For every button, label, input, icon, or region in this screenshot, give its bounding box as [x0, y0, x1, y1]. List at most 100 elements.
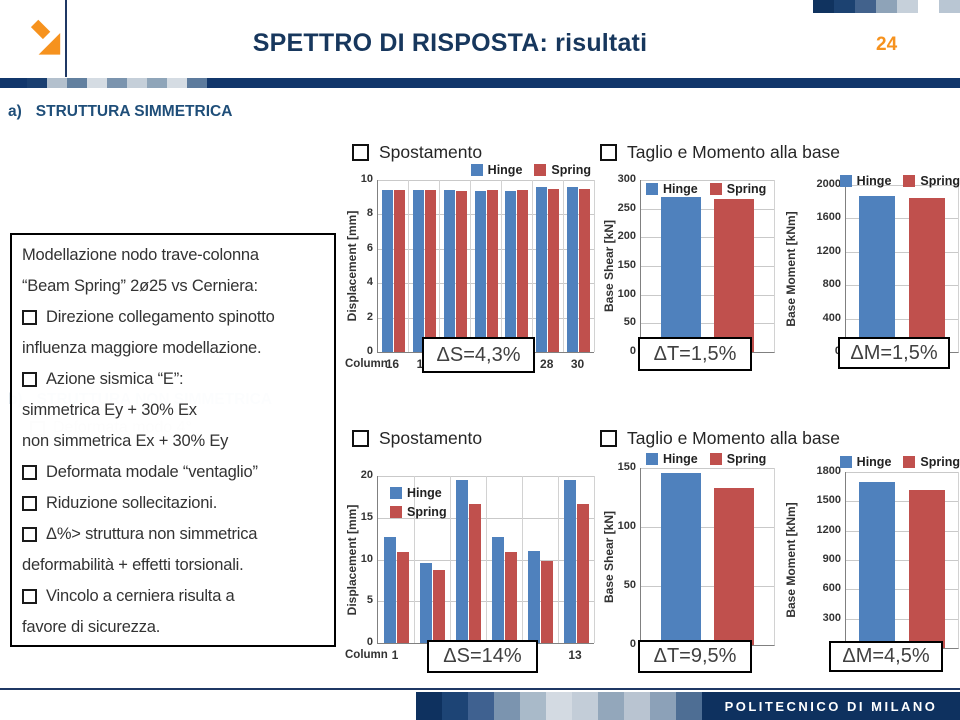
note-text: Δ%> struttura non simmetrica [46, 525, 258, 543]
gridline [641, 208, 774, 210]
mosaic-square [520, 692, 546, 720]
gridline [378, 180, 594, 181]
gridline [846, 472, 958, 473]
bar-spring [540, 561, 553, 643]
bar-hinge [443, 190, 455, 352]
page-title: SPETTRO DI RISPOSTA: risultati [252, 29, 648, 57]
bar-hinge [563, 480, 576, 643]
legend-swatch [709, 453, 722, 465]
mosaic-square [834, 0, 855, 13]
note-line: Deformata modale “ventaglio” [22, 457, 334, 488]
x-tick-label: 13 [568, 648, 582, 662]
legend-item-spring: Spring [709, 182, 767, 196]
title-taglio-momento-bottom: Taglio e Momento alla base [600, 428, 840, 449]
plot-area [845, 185, 959, 353]
mosaic-square [546, 692, 572, 720]
y-tick-label: 1200 [816, 244, 841, 257]
note-line: Direzione collegamento spinotto [22, 302, 334, 333]
gridline [846, 251, 958, 253]
legend-swatch [709, 183, 722, 195]
checkbox-bullet-icon [22, 589, 37, 604]
x-tick-label: 16 [385, 357, 400, 371]
mosaic-square [624, 692, 650, 720]
note-line: favore di sicurezza. [22, 612, 334, 643]
gridline [641, 180, 774, 181]
note-line: Riduzione sollecitazioni. [22, 488, 334, 519]
bar-hinge [383, 536, 396, 643]
checkbox-bullet-icon [22, 310, 37, 325]
mosaic-square [87, 78, 107, 88]
checkbox-bullet-icon [22, 527, 37, 542]
x-tick-label: 1 [391, 648, 399, 662]
mosaic-square [27, 78, 47, 88]
checkbox-bullet-icon [600, 430, 617, 447]
title-taglio-momento-top: Taglio e Momento alla base [600, 142, 840, 163]
note-line: Vincolo a cerniera risulta a [22, 581, 334, 612]
delta-label-dt-bottom: ΔT=9,5% [638, 640, 752, 673]
title-spostamento-bottom: Spostamento [352, 428, 482, 449]
bar-hinge [859, 481, 895, 648]
mosaic-square [67, 78, 87, 88]
y-tick-label: 150 [617, 259, 636, 271]
note-line: deformabilità + effetti torsionali. [22, 550, 334, 581]
legend: Hinge Spring [390, 486, 447, 519]
note-text: Azione sismica “E”: [46, 370, 184, 388]
footer-bar: POLITECNICO DI MILANO [0, 692, 960, 720]
y-tick-label: 200 [617, 230, 636, 243]
title-spostamento-top: Spostamento [352, 142, 482, 163]
mosaic-square [939, 0, 960, 13]
legend-label: Spring [726, 182, 767, 196]
header-mosaic [27, 78, 207, 88]
note-text: “Beam Spring” 2ø25 vs Cerniera: [22, 277, 258, 295]
legend-swatch [903, 456, 916, 468]
gridline [378, 283, 594, 285]
legend-label: Spring [726, 452, 767, 466]
gridline [846, 185, 958, 186]
y-tick-label: 400 [822, 311, 841, 324]
gridline [846, 560, 958, 561]
y-axis-title: Displacement [mm] [345, 210, 359, 322]
note-text: favore di sicurezza. [22, 618, 161, 636]
gridline [641, 294, 774, 296]
bar-hinge [567, 186, 579, 352]
section-a-label: STRUTTURA SIMMETRICA [35, 103, 233, 120]
y-tick-label: 0 [805, 345, 841, 357]
gridline [531, 180, 533, 352]
page-number: 24 [876, 34, 898, 55]
mosaic-square [468, 692, 494, 720]
gridline [641, 237, 774, 239]
y-tick-label: 4 [366, 276, 373, 289]
note-lines: Modellazione nodo trave-colonna “Beam Spr… [22, 240, 334, 643]
gridline [641, 527, 774, 528]
footer-brand-band: POLITECNICO DI MILANO [702, 692, 960, 720]
bar-spring [424, 190, 436, 352]
legend-label: Hinge [856, 455, 892, 469]
top-right-mosaic-bar [813, 0, 960, 13]
x-axis-title: Column [345, 649, 388, 661]
checkbox-bullet-icon [352, 144, 369, 161]
legend: Hinge Spring [470, 163, 591, 177]
y-tick-label: 50 [623, 579, 636, 591]
legend-label: Hinge [663, 182, 698, 196]
mosaic-square [416, 692, 442, 720]
gridline [846, 218, 958, 220]
plot-area [377, 476, 595, 644]
bar-hinge [527, 551, 540, 643]
bar-hinge [491, 536, 504, 643]
chart-displacement-top: Displacement [mm]024681016182830ColumnHi… [345, 163, 595, 385]
gridline [470, 180, 472, 352]
legend-swatch [903, 175, 916, 187]
plot-area [640, 180, 775, 353]
y-tick-label: 900 [822, 553, 841, 565]
gridline [641, 586, 774, 587]
gridline [557, 476, 559, 643]
gridline [641, 266, 774, 267]
y-tick-label: 800 [822, 278, 841, 291]
y-tick-label: 600 [822, 582, 841, 595]
note-line: Azione sismica “E”: [22, 364, 334, 395]
bar-spring [455, 191, 467, 352]
note-line: “Beam Spring” 2ø25 vs Cerniera: [22, 271, 334, 302]
bar-spring [468, 503, 481, 643]
legend-swatch [534, 164, 547, 176]
note-line: Modellazione nodo trave-colonna [22, 240, 334, 271]
